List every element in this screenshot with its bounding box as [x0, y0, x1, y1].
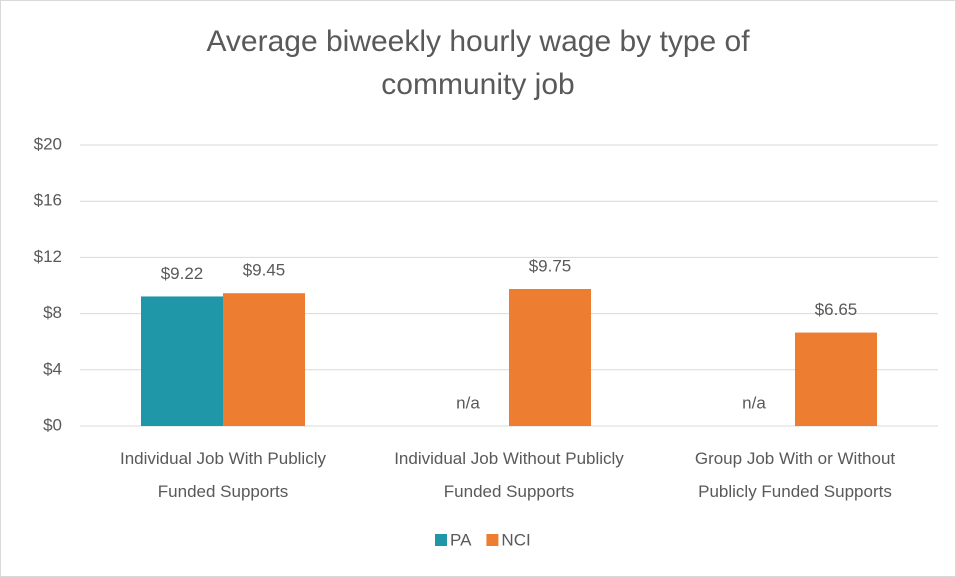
y-tick-label: $4: [43, 359, 62, 378]
bar: [509, 289, 591, 426]
y-tick-label: $16: [34, 191, 62, 210]
data-label: $9.22: [161, 264, 204, 283]
legend-label: PA: [450, 530, 472, 549]
data-label: $6.65: [815, 300, 858, 319]
legend-label: NCI: [501, 530, 530, 549]
x-tick-label: Group Job With or Without Publicly Funde…: [694, 449, 896, 501]
data-label: $9.45: [243, 261, 286, 280]
y-tick-label: $8: [43, 303, 62, 322]
y-tick-label: $0: [43, 415, 62, 434]
x-tick-label: Individual Job Without Publicly Funded S…: [394, 449, 624, 501]
data-label: $9.75: [529, 256, 572, 275]
chart-title: Average biweekly hourly wage by type of …: [206, 25, 750, 101]
y-tick-label: $12: [34, 247, 62, 266]
bar: [795, 332, 877, 426]
bar: [141, 296, 223, 426]
data-label: n/a: [742, 393, 766, 412]
y-tick-label: $20: [34, 134, 62, 153]
legend-swatch: [435, 534, 447, 546]
bar: [223, 293, 305, 426]
x-tick-label: Individual Job With Publicly Funded Supp…: [120, 449, 326, 501]
data-label: n/a: [456, 393, 480, 412]
legend-swatch: [486, 534, 499, 546]
